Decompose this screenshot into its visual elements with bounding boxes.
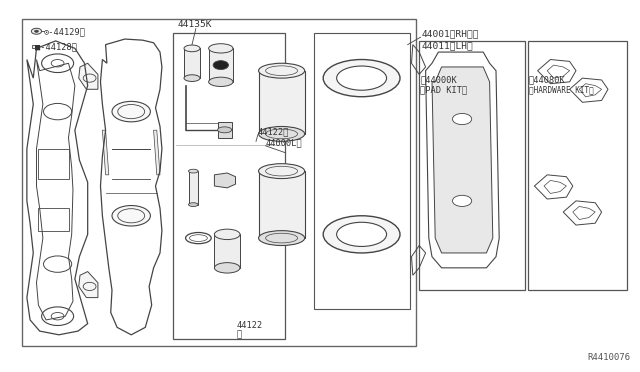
Bar [209,48,233,82]
Bar [22,19,416,346]
Text: R4410076: R4410076 [588,353,630,362]
Ellipse shape [184,75,200,81]
Circle shape [31,28,42,34]
Bar [314,33,410,309]
Bar [259,71,305,134]
Ellipse shape [323,60,400,97]
Text: 44122※: 44122※ [258,128,289,137]
Bar [32,45,38,48]
Text: ＜PAD KIT＞: ＜PAD KIT＞ [420,86,468,94]
Text: ■-44128※: ■-44128※ [35,42,77,51]
Text: 44011＜LH＞: 44011＜LH＞ [421,41,473,50]
Ellipse shape [112,101,150,122]
Ellipse shape [218,127,232,133]
Circle shape [452,195,472,206]
Text: ＜HARDWARE KIT＞: ＜HARDWARE KIT＞ [529,86,593,94]
Ellipse shape [214,229,240,240]
Ellipse shape [337,222,387,247]
Bar [528,41,627,290]
Ellipse shape [337,66,387,90]
Text: ※44000K: ※44000K [420,75,457,84]
Bar [184,48,200,78]
Ellipse shape [209,44,233,53]
Text: ⊙-44129※: ⊙-44129※ [44,27,86,36]
Ellipse shape [112,205,150,226]
Circle shape [35,30,38,32]
Text: ※44080K: ※44080K [529,75,565,84]
Bar [189,171,198,205]
Text: 44001＜RH＞※: 44001＜RH＞※ [421,29,479,38]
Polygon shape [79,272,98,298]
Ellipse shape [209,77,233,86]
Polygon shape [102,130,109,175]
Bar [259,171,305,238]
Text: 44135K: 44135K [178,20,212,29]
Ellipse shape [259,231,305,246]
Polygon shape [432,67,493,253]
Ellipse shape [259,164,305,179]
Bar [173,33,285,339]
Ellipse shape [189,203,198,206]
Ellipse shape [214,263,240,273]
Text: ※: ※ [237,330,242,339]
Polygon shape [154,130,160,175]
Text: 44122: 44122 [237,321,263,330]
Bar [38,208,69,231]
Circle shape [452,113,472,125]
Bar [214,234,240,268]
Bar [218,122,232,138]
Ellipse shape [259,126,305,141]
Bar [38,149,69,179]
Ellipse shape [259,63,305,78]
Polygon shape [214,173,236,188]
Circle shape [213,61,228,70]
Bar [419,41,525,290]
Ellipse shape [323,216,400,253]
Ellipse shape [184,45,200,52]
Ellipse shape [189,169,198,173]
Polygon shape [79,63,98,89]
Text: 44000L※: 44000L※ [266,139,302,148]
